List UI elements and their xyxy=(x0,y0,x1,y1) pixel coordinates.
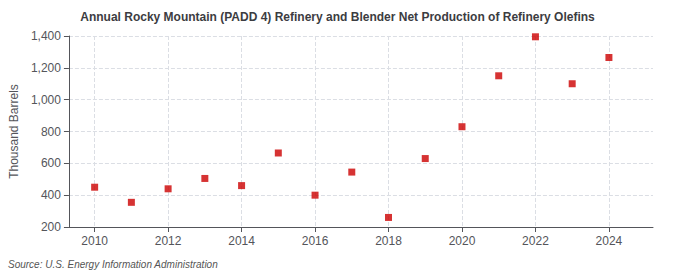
svg-text:2014: 2014 xyxy=(228,234,255,248)
svg-text:Annual Rocky Mountain (PADD 4): Annual Rocky Mountain (PADD 4) Refinery … xyxy=(80,10,595,24)
svg-text:600: 600 xyxy=(41,156,61,170)
svg-text:1,400: 1,400 xyxy=(31,29,61,43)
svg-text:2020: 2020 xyxy=(449,234,476,248)
svg-text:200: 200 xyxy=(41,220,61,234)
svg-text:1,200: 1,200 xyxy=(31,61,61,75)
svg-text:2018: 2018 xyxy=(375,234,402,248)
svg-text:Thousand Barrels: Thousand Barrels xyxy=(7,84,21,179)
svg-text:800: 800 xyxy=(41,125,61,139)
svg-text:2012: 2012 xyxy=(155,234,182,248)
svg-text:2010: 2010 xyxy=(81,234,108,248)
svg-text:1,000: 1,000 xyxy=(31,93,61,107)
svg-text:400: 400 xyxy=(41,188,61,202)
svg-text:2022: 2022 xyxy=(522,234,549,248)
svg-text:2016: 2016 xyxy=(302,234,329,248)
svg-text:2024: 2024 xyxy=(596,234,623,248)
svg-text:Source: U.S. Energy Informatio: Source: U.S. Energy Information Administ… xyxy=(8,259,218,270)
